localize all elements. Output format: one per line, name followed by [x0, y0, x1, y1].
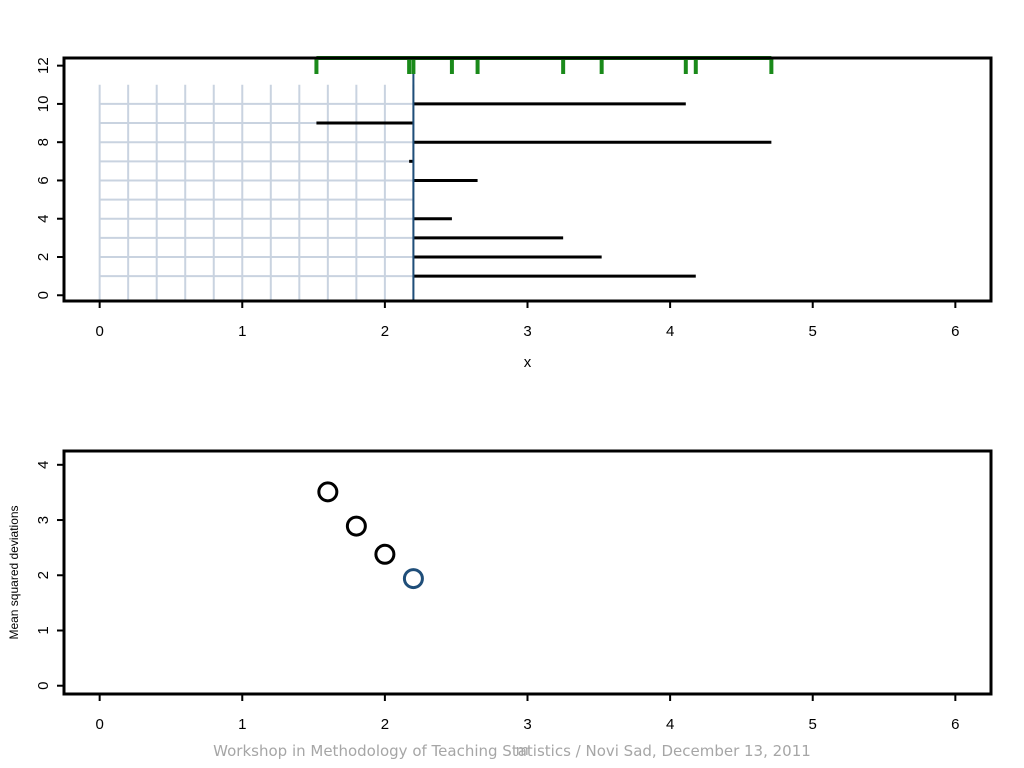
panel1-y-tick-label: 6	[35, 176, 52, 184]
panel2-y-tick-label: 2	[35, 571, 52, 579]
panel1-x-axis-label: x	[524, 354, 532, 371]
panel2-x-tick-label: 2	[381, 716, 389, 733]
panel1-y-tick-label: 0	[35, 291, 52, 299]
panel2-frame	[62, 449, 993, 696]
panel1-x-tick-label: 5	[809, 323, 817, 340]
panel2-y-tick-label: 3	[35, 516, 52, 524]
footer-text: Workshop in Methodology of Teaching Stat…	[213, 742, 811, 760]
panel2-x-tick-label: 0	[95, 716, 103, 733]
panel1-x-tick-label: 0	[95, 323, 103, 340]
panel2-y-tick-label: 1	[35, 626, 52, 634]
panel1-y-tick-label: 4	[35, 215, 52, 223]
panel1-x-tick-label: 4	[666, 323, 674, 340]
panel1-y-tick-label: 10	[35, 96, 52, 113]
panel2-x-tick-label: 1	[238, 716, 246, 733]
panel2-y-tick-label: 0	[35, 682, 52, 690]
panel2-y-tick-label: 4	[35, 461, 52, 469]
msd-point	[374, 543, 396, 565]
panel2-x-tick-label: 5	[809, 716, 817, 733]
panel2-x-tick-label: 4	[666, 716, 674, 733]
panel1-x-tick-label: 1	[238, 323, 246, 340]
panel1-y-tick-label: 8	[35, 138, 52, 146]
panel1-y-tick-label: 2	[35, 253, 52, 261]
msd-point	[345, 515, 367, 537]
panel2-x-tick-label: 3	[523, 716, 531, 733]
panel2-x-tick-label: 6	[951, 716, 959, 733]
panel1-y-tick-label: 12	[35, 57, 52, 74]
msd-point	[317, 481, 339, 503]
panel2-y-axis-label: Mean squared deviations	[7, 505, 21, 639]
panel1-x-tick-label: 2	[381, 323, 389, 340]
panel1-x-tick-label: 6	[951, 323, 959, 340]
msd-point	[402, 568, 424, 590]
panel1-x-tick-label: 3	[523, 323, 531, 340]
bottom-x-axis-label: m	[516, 742, 529, 759]
